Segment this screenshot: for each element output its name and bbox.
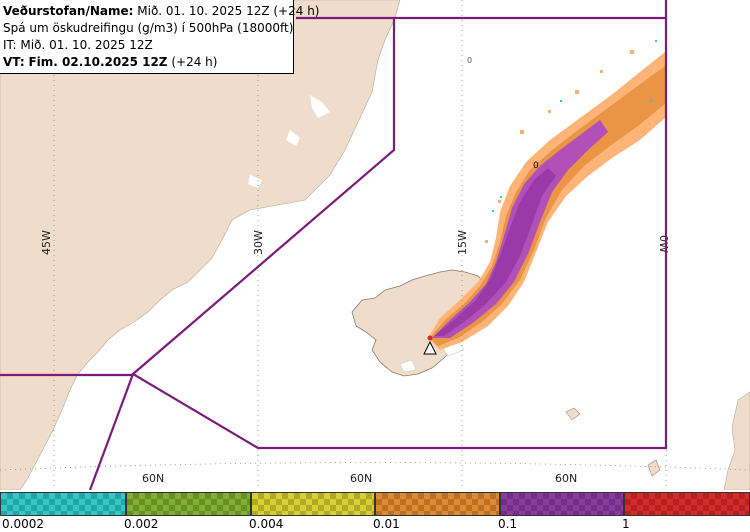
parallel-label-60n: 60N <box>350 472 372 485</box>
info-name-row: Veðurstofan/Name: Mið. 01. 10. 2025 12Z … <box>3 3 320 20</box>
info-valid-offset: (+24 h) <box>171 55 218 69</box>
parallel-labels: 60N 60N 60N <box>142 472 577 485</box>
meridian-labels: 45W 30W 15W 0W <box>40 230 670 255</box>
ash-plume-mid <box>430 66 665 346</box>
legend-tick-label: 0.004 <box>249 517 284 531</box>
concentration-legend: 0.0002 0.002 0.004 0.01 0.1 1 <box>0 490 750 532</box>
info-name-label: Veðurstofan/Name: <box>3 4 134 18</box>
meridian-label-45w: 45W <box>40 230 53 255</box>
legend-swatch <box>624 492 750 516</box>
meridian-label-30w: 30W <box>252 230 265 255</box>
small-island <box>647 459 661 477</box>
ash-dispersion-map[interactable]: 0 0 45W 30W 15W 0W 60N 60N 60N <box>0 0 750 490</box>
info-valid-value: Fim. 02.10.2025 12Z <box>28 55 168 69</box>
legend-tick-label: 0.01 <box>373 517 400 531</box>
parallel-label-60n: 60N <box>142 472 164 485</box>
info-valid-label: VT: <box>3 55 25 69</box>
fir-boundary <box>0 0 668 490</box>
faroe-islands <box>565 407 581 421</box>
parallel-label-60n: 60N <box>555 472 577 485</box>
info-initial-time: IT: Mið. 01. 10. 2025 12Z <box>3 38 153 52</box>
legend-swatch <box>126 492 251 516</box>
forecast-info-box: Veðurstofan/Name: Mið. 01. 10. 2025 12Z … <box>0 0 320 74</box>
legend-tick-label: 0.1 <box>498 517 518 531</box>
plume-marker-label: 0 <box>533 161 539 171</box>
legend-tick-label: 0.0002 <box>2 517 44 531</box>
legend-swatch <box>251 492 375 516</box>
greenland-landmass <box>0 0 401 490</box>
plume-marker-label: 0 <box>467 56 472 65</box>
info-description: Spá um öskudreifingu (g/m3) í 500hPa (18… <box>3 21 294 35</box>
greenland-inlet <box>310 95 330 118</box>
ash-plume-fringe-blue <box>492 40 657 212</box>
info-name-value: Mið. 01. 10. 2025 12Z (+24 h) <box>137 4 320 18</box>
greenland-inlet <box>286 130 300 146</box>
greenland-inlet <box>248 175 262 188</box>
legend-swatch <box>375 492 500 516</box>
scandinavia-coast <box>723 391 750 490</box>
legend-swatch <box>0 492 126 516</box>
glacier <box>399 359 417 373</box>
legend-tick-label: 0.002 <box>124 517 159 531</box>
ash-plume-fringe <box>485 50 634 243</box>
ash-plume-core <box>434 168 556 336</box>
eruption-point <box>427 335 433 341</box>
meridian-label-15w: 15W <box>456 230 469 255</box>
meridian-label-0w: 0W <box>657 235 670 253</box>
volcano-source-icon[interactable] <box>423 340 437 355</box>
info-valid-row: VT: Fim. 02.10.2025 12Z (+24 h) <box>3 54 290 71</box>
legend-tick-label: 1 <box>622 517 630 531</box>
legend-swatch <box>500 492 624 516</box>
